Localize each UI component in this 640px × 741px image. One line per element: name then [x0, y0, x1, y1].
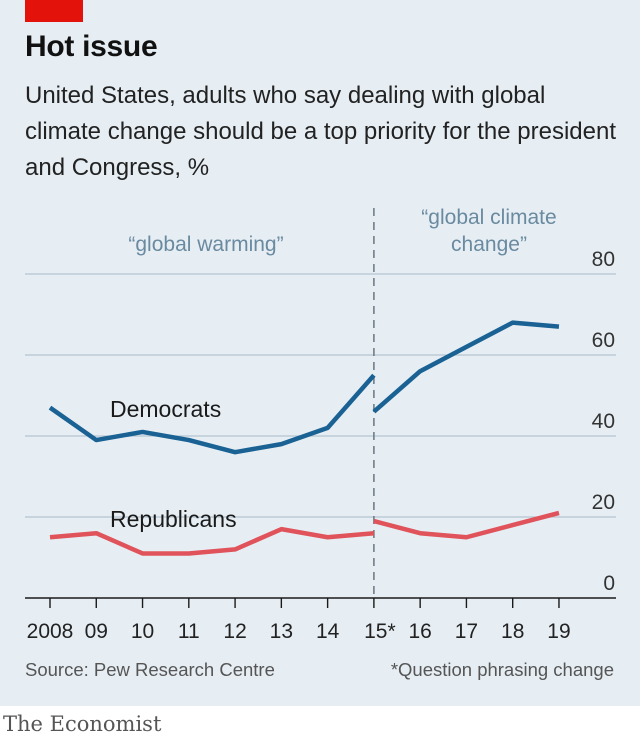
x-tick-label: 17: [455, 620, 478, 643]
chart-panel: [0, 0, 640, 706]
brand-red-tag: [25, 0, 83, 22]
x-tick-label: 11: [178, 620, 200, 643]
brand-logo-text: The Economist: [3, 712, 162, 736]
annotation-global-climate-change-line1: “global climate: [421, 206, 556, 229]
y-tick-label: 80: [592, 248, 615, 271]
x-tick-label: 14: [316, 620, 340, 643]
line-chart: 0 20 40 60 80 2008 09 10 11 12 13 14 15* 16 17 18 19 “g…: [25, 206, 616, 643]
x-axis-labels: 2008 09 10 11 12 13 14 15* 16 17 18 19: [27, 620, 571, 643]
y-tick-label: 40: [592, 410, 615, 433]
series-line-republicans: [373, 510, 560, 540]
footnote: *Question phrasing change: [390, 659, 614, 680]
source-note: Source: Pew Research Centre: [25, 659, 275, 680]
annotation-global-warming: “global warming”: [128, 233, 283, 256]
chart-subtitle: United States, adults who say dealing wi…: [25, 82, 617, 181]
series-label-democrats: Democrats: [110, 396, 221, 422]
series-line-democrats: [48, 373, 376, 455]
x-tick-label: 10: [131, 620, 154, 643]
x-tick-label: 15*: [364, 620, 396, 643]
y-tick-label: 60: [592, 329, 615, 352]
y-axis-labels: 0 20 40 60 80: [592, 248, 615, 595]
x-tick-label: 13: [270, 620, 293, 643]
y-tick-label: 20: [592, 491, 615, 514]
y-tick-label: 0: [603, 572, 615, 595]
x-tick-label: 09: [85, 620, 108, 643]
x-tick-label: 2008: [27, 620, 74, 643]
x-tick-label: 12: [223, 620, 246, 643]
series-line-republicans: [49, 526, 375, 556]
x-tick-label: 18: [501, 620, 524, 643]
series-line-democrats: [372, 320, 560, 414]
x-tick-label: 16: [408, 620, 431, 643]
series-label-republicans: Republicans: [110, 506, 237, 532]
x-tick-label: 19: [547, 620, 570, 643]
annotation-global-climate-change-line2: change”: [451, 233, 527, 256]
chart-title: Hot issue: [25, 30, 158, 63]
x-axis-ticks: [49, 598, 560, 608]
series-lines: [48, 320, 560, 556]
